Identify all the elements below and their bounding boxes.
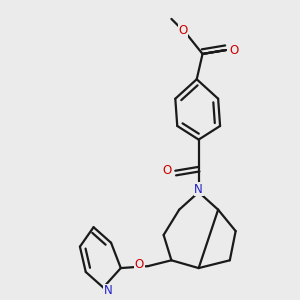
Text: O: O (162, 164, 171, 177)
Text: N: N (194, 182, 203, 196)
Text: O: O (135, 258, 144, 271)
Text: O: O (178, 24, 188, 37)
Text: N: N (103, 284, 112, 297)
Text: O: O (230, 44, 239, 57)
